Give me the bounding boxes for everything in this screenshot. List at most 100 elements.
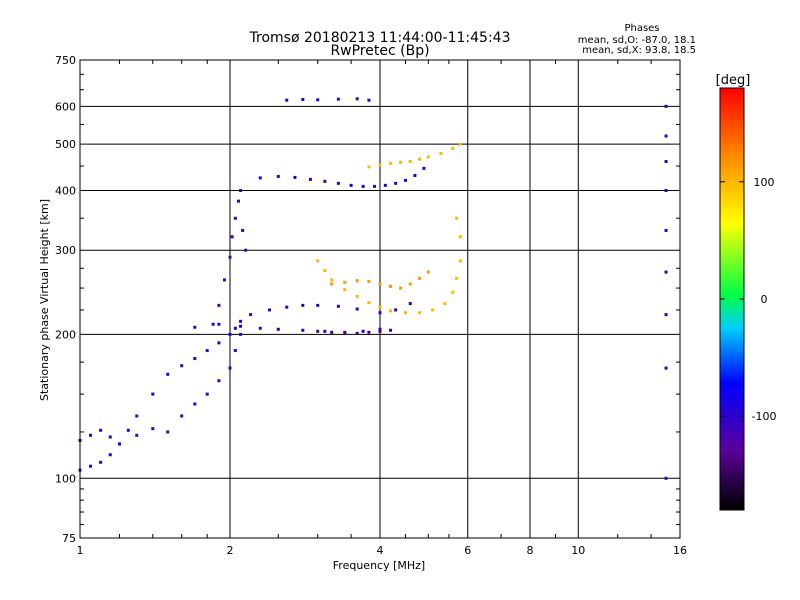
echo-point — [389, 284, 393, 288]
echo-point — [408, 302, 412, 306]
echo-point — [361, 184, 365, 188]
echo-point — [223, 278, 227, 282]
echo-point — [108, 453, 112, 457]
echo-point — [330, 278, 334, 282]
echo-point — [89, 464, 93, 468]
chart-title: Tromsø 20180213 11:44:00-11:45:43 — [249, 30, 511, 46]
echo-point — [664, 159, 668, 163]
echo-point — [408, 282, 412, 286]
echo-point — [239, 188, 243, 192]
plot-frame — [79, 59, 681, 539]
axes: 1 2 4 6 8 10 16 75 100 200 300 400 500 600 750 — [55, 54, 687, 557]
colorbar-tick-label: 0 — [761, 293, 768, 306]
echo-point — [193, 357, 197, 361]
echo-point — [431, 308, 435, 312]
echo-point — [301, 328, 305, 332]
echo-point — [276, 174, 280, 178]
echo-point — [205, 349, 209, 353]
echo-point — [664, 366, 668, 370]
echo-point — [664, 270, 668, 274]
echo-point — [323, 179, 327, 183]
echo-point — [316, 329, 320, 333]
echo-point — [367, 330, 371, 334]
x-axis-label: Frequency [MHz] — [333, 559, 425, 572]
echo-point — [316, 98, 320, 102]
echo-point — [664, 134, 668, 138]
echo-point — [301, 98, 305, 102]
echo-point — [664, 313, 668, 317]
echo-point — [249, 313, 253, 317]
echo-point — [417, 311, 421, 315]
echo-point — [301, 303, 305, 307]
echo-point — [417, 157, 421, 161]
echo-point — [285, 305, 289, 309]
echo-point — [439, 152, 443, 156]
echo-point — [383, 183, 387, 187]
echo-point — [228, 332, 232, 336]
echo-point — [422, 166, 426, 170]
echo-point — [378, 163, 382, 167]
echo-point — [211, 322, 215, 326]
echo-point — [126, 428, 130, 432]
y-tick-label: 600 — [55, 100, 76, 113]
y-tick-label: 200 — [55, 328, 76, 341]
echo-point — [343, 280, 347, 284]
echo-point — [399, 160, 403, 164]
echo-point — [217, 341, 221, 345]
echo-point — [403, 178, 407, 182]
colorbar: [deg] -100 0 100 — [716, 73, 777, 511]
echo-point — [378, 327, 382, 331]
echo-point — [455, 276, 459, 280]
echo-point — [233, 326, 237, 330]
echo-point — [205, 392, 209, 396]
echo-point — [408, 159, 412, 163]
echo-point — [361, 329, 365, 333]
echo-point — [367, 301, 371, 305]
echo-point — [228, 366, 232, 370]
colorbar-tick-label: -100 — [752, 410, 777, 423]
echo-point — [241, 228, 245, 232]
x-tick-label: 4 — [377, 544, 384, 557]
chart-subtitle: RwPretec (Bp) — [330, 43, 429, 59]
echo-point — [276, 327, 280, 331]
echo-point — [228, 255, 232, 259]
echo-point — [378, 329, 382, 333]
echo-point — [417, 276, 421, 280]
echo-point — [336, 304, 340, 308]
echo-point — [389, 309, 393, 313]
echo-point — [108, 435, 112, 439]
echo-point — [323, 329, 327, 333]
echo-point — [336, 181, 340, 185]
echo-point — [336, 97, 340, 101]
echo-point — [180, 414, 184, 418]
echo-point — [239, 319, 243, 323]
echo-point — [426, 270, 430, 274]
echo-point — [355, 295, 359, 299]
echo-point — [664, 476, 668, 480]
echo-point — [258, 326, 262, 330]
echo-point — [664, 228, 668, 232]
x-tick-label: 6 — [464, 544, 471, 557]
echo-point — [99, 428, 103, 432]
echo-point — [367, 280, 371, 284]
colorbar-label: [deg] — [716, 73, 751, 88]
x-tick-label: 16 — [673, 544, 687, 557]
stats-heading: Phases — [624, 23, 659, 34]
echo-point — [316, 303, 320, 307]
echo-point — [349, 183, 353, 187]
echo-point — [217, 322, 221, 326]
echo-point — [151, 392, 155, 396]
echo-point — [323, 269, 327, 273]
echo-point — [389, 328, 393, 332]
echo-point — [135, 414, 139, 418]
echo-point — [355, 97, 359, 101]
echo-point — [285, 98, 289, 102]
echo-point — [193, 325, 197, 329]
echo-point — [239, 324, 243, 328]
y-tick-label: 400 — [55, 184, 76, 197]
echo-point — [451, 290, 455, 294]
echo-point — [193, 402, 197, 406]
echo-point — [135, 433, 139, 437]
echo-point — [367, 165, 371, 169]
